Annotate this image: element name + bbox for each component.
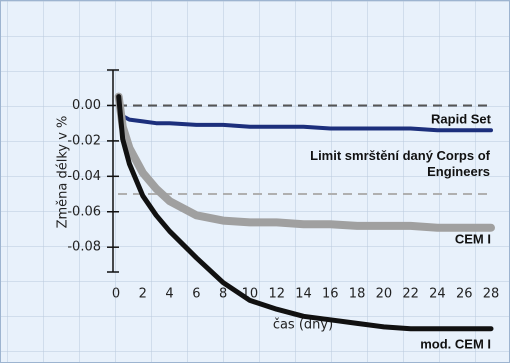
y-axis-label: Změna délky v % <box>56 116 71 229</box>
y-tick-label: 0.00 <box>72 98 101 113</box>
x-tick-label: 26 <box>456 287 473 302</box>
series-label: Rapid Set <box>431 111 492 126</box>
series-label: mod. CEM I <box>420 336 491 351</box>
y-tick-label: -0.08 <box>67 240 101 255</box>
y-tick-label: -0.02 <box>67 133 101 148</box>
x-tick-label: 20 <box>376 287 393 302</box>
series-line <box>114 92 495 232</box>
y-tick-label: -0.04 <box>67 169 101 184</box>
x-tick-label: 22 <box>402 287 419 302</box>
series-label: CEM I <box>455 231 491 246</box>
x-tick-label: 4 <box>165 287 173 302</box>
x-tick-label: 2 <box>139 287 147 302</box>
limit-label: Limit smrštění daný Corps of Engineers <box>310 148 490 179</box>
x-tick-label: 24 <box>429 287 446 302</box>
series-line <box>116 94 493 133</box>
x-tick-label: 18 <box>349 287 366 302</box>
x-tick-label: 6 <box>192 287 200 302</box>
x-tick-label: 16 <box>322 287 339 302</box>
series-line <box>116 94 494 332</box>
x-tick-label: 28 <box>483 287 500 302</box>
x-axis-label: čas (dny) <box>273 318 333 333</box>
x-tick-label: 0 <box>112 287 120 302</box>
x-tick-label: 14 <box>295 287 312 302</box>
x-tick-label: 12 <box>268 287 285 302</box>
x-tick-label: 8 <box>219 287 227 302</box>
y-tick-label: -0.06 <box>67 204 101 219</box>
